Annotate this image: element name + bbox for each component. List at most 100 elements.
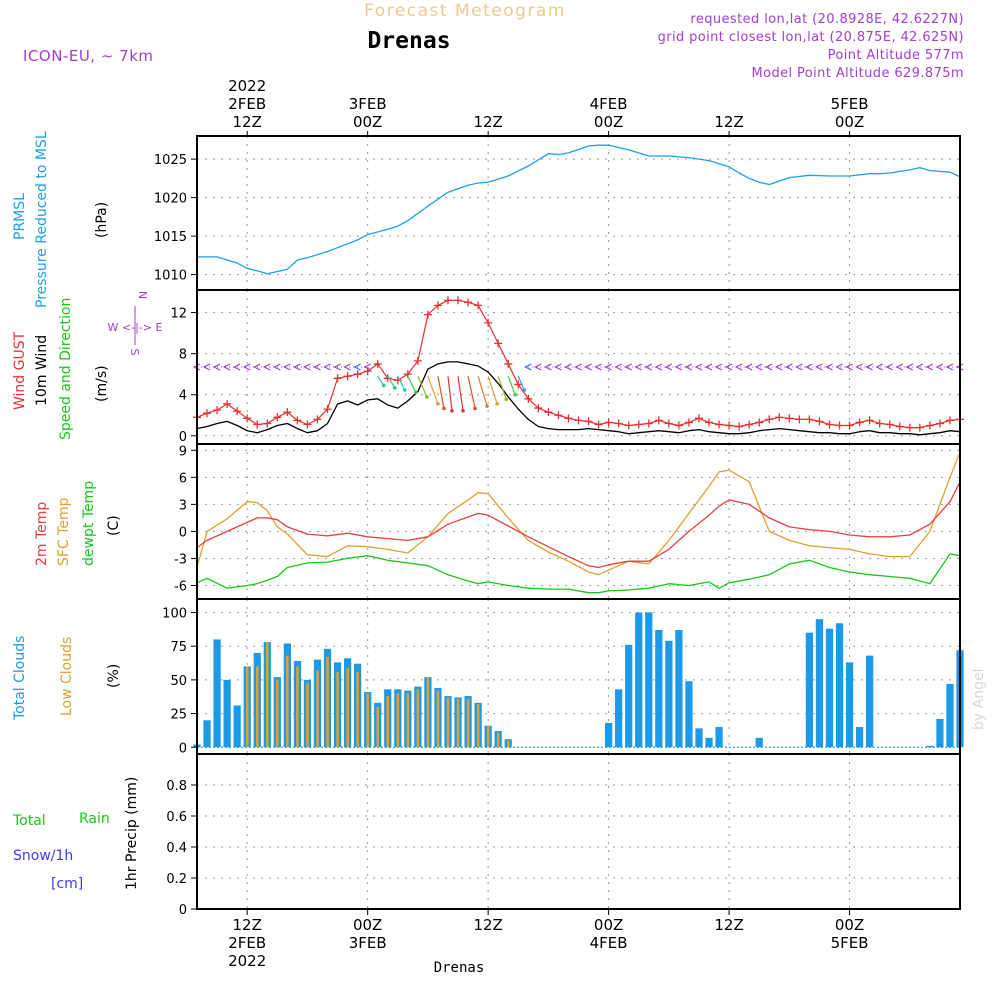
- wind-dir-arrow: [523, 363, 532, 371]
- gridpoint-coords: grid point closest lon,lat (20.875E, 42.…: [658, 30, 964, 45]
- wind-gust-marker: [233, 407, 242, 416]
- wind-event-arrowhead: [485, 404, 489, 408]
- wind-gust-marker: [484, 318, 493, 327]
- precip-ytick-label: 0.8: [166, 779, 187, 794]
- wind-label-unit: (m/s): [94, 365, 110, 402]
- wind-event-arrow: [457, 376, 464, 411]
- clouds-label-unit: (%): [106, 664, 122, 688]
- low-cloud-bar: [296, 666, 299, 748]
- pressure-line: [197, 144, 961, 275]
- wind-event-arrow: [477, 376, 488, 407]
- wind-gust-marker: [664, 419, 673, 428]
- clouds-ytick-label: 100: [162, 606, 187, 621]
- wind-dir-arrow: [313, 363, 321, 371]
- wind-dir-arrow: [333, 363, 341, 371]
- total-cloud-bar: [625, 644, 633, 748]
- precip-ytick-label: 0.2: [166, 872, 187, 887]
- wind-gust-marker: [795, 415, 804, 424]
- total-cloud-bar: [835, 623, 844, 748]
- wind-label-gust: Wind GUST: [12, 331, 28, 410]
- precip-label-rain: Rain: [79, 811, 110, 827]
- top-time-label: 2FEB: [228, 95, 266, 113]
- wind-gust-marker: [654, 416, 663, 425]
- location-title: Drenas: [367, 28, 450, 54]
- wind-dir-arrow: [202, 363, 211, 371]
- wind-gust-marker: [885, 420, 894, 429]
- low-cloud-bar: [376, 706, 380, 748]
- point-altitude: Point Altitude 577m: [828, 48, 964, 63]
- model-altitude: Model Point Altitude 629.875m: [751, 66, 964, 81]
- wind-event-arrowhead: [450, 408, 454, 413]
- wind-label-10m: 10m Wind: [34, 335, 50, 406]
- clouds-label-total: Total Clouds: [12, 636, 28, 721]
- wind-event-arrowhead: [513, 392, 518, 397]
- low-cloud-bar: [336, 671, 339, 748]
- total-cloud-bar: [213, 639, 221, 748]
- wind-dir-arrow: [242, 363, 251, 371]
- total-cloud-bar: [685, 681, 693, 748]
- wind-dir-arrow: [915, 363, 924, 371]
- wind-gust-marker: [323, 405, 332, 414]
- bottom-time-label: 12Z: [233, 916, 262, 934]
- temp-label-2m: 2m Temp: [34, 502, 50, 566]
- wind-gust-marker: [243, 414, 252, 423]
- wind-gust-marker: [594, 420, 603, 429]
- wind-dir-arrow: [564, 363, 572, 371]
- wind-gust-marker: [554, 411, 563, 420]
- wind-event-arrowhead: [436, 402, 440, 406]
- clouds-frame: [196, 598, 961, 755]
- top-time-label: 12Z: [714, 113, 743, 131]
- wind-gust-marker: [725, 421, 734, 430]
- wind-gust-marker: [705, 418, 714, 427]
- wind-event-arrowhead: [402, 388, 407, 392]
- wind-dir-arrow: [664, 363, 673, 371]
- requested-coords: requested lon,lat (20.8928E, 42.6227N): [690, 12, 964, 27]
- wind-gust-marker: [464, 298, 473, 307]
- low-cloud-bar: [416, 689, 420, 748]
- wind-gust-marker: [443, 296, 452, 305]
- low-cloud-bar: [426, 677, 430, 748]
- wind-dir-arrow: [594, 363, 602, 371]
- wind-dir-arrow: [644, 363, 653, 371]
- wind-dir-arrow: [795, 363, 803, 371]
- total-cloud-bar: [233, 705, 241, 748]
- wind-dir-arrow: [925, 363, 934, 371]
- wind-dir-arrow: [774, 363, 783, 371]
- wind-gust-marker: [223, 399, 232, 408]
- total-cloud-bar: [635, 612, 643, 748]
- wind-gust-marker: [785, 414, 794, 423]
- wind-gust-marker: [574, 416, 583, 425]
- pressure-label-prmsl: PRMSL: [12, 193, 28, 240]
- wind-gust-marker: [213, 406, 222, 415]
- wind-gust-marker: [745, 420, 754, 429]
- wind-gust-marker: [755, 418, 764, 427]
- low-cloud-bar: [346, 667, 349, 748]
- clouds-ytick-label: 75: [170, 640, 187, 655]
- low-cloud-bar: [466, 698, 470, 748]
- wind-gust-marker: [373, 359, 382, 368]
- total-cloud-bar: [223, 679, 231, 748]
- wind-dir-arrow: [704, 363, 713, 371]
- wind-gust-marker: [534, 404, 543, 413]
- low-cloud-bar: [276, 679, 279, 748]
- wind-dir-arrow: [784, 363, 793, 371]
- wind-event-arrow: [437, 376, 445, 409]
- wind-event-arrow: [387, 375, 396, 389]
- low-cloud-bar: [486, 725, 490, 748]
- wind-event-arrow: [487, 376, 498, 405]
- wind-gust-marker: [684, 418, 693, 427]
- total-cloud-bar: [855, 727, 864, 748]
- t2m-line: [196, 481, 961, 569]
- wind-event-arrow: [467, 376, 476, 409]
- wind-gust-marker: [935, 419, 944, 428]
- wind-dir-arrow: [303, 363, 311, 371]
- wind-event-arrow: [507, 376, 516, 395]
- wind-dir-arrow: [554, 363, 562, 371]
- wind-dir-arrow: [764, 363, 773, 371]
- temp-label-dewpt: dewpt Temp: [81, 481, 97, 566]
- temp-ytick-label: -6: [174, 579, 187, 594]
- total-cloud-bar: [675, 630, 683, 748]
- temp-ytick-label: -3: [174, 552, 187, 567]
- temp-label-unit: (C): [106, 515, 122, 536]
